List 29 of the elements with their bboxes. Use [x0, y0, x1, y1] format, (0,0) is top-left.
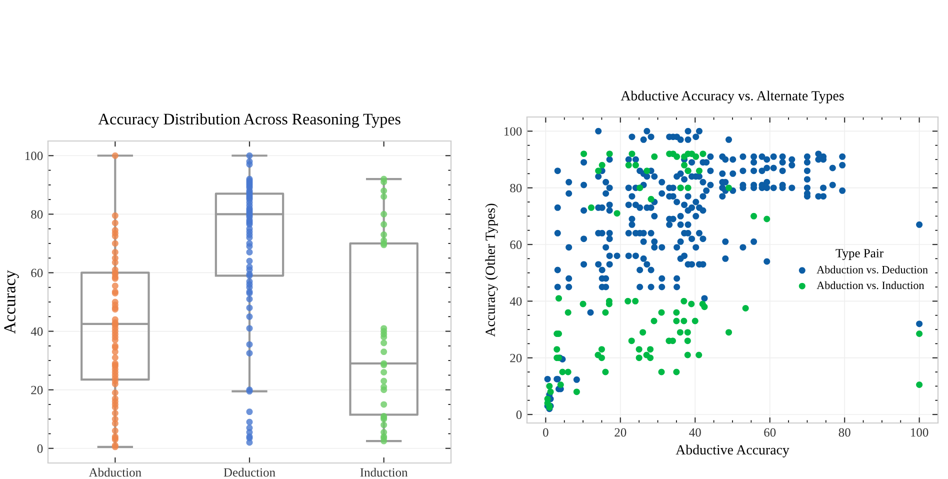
y-tick-label: 20	[31, 386, 43, 394]
y-tick-label: 100	[504, 127, 522, 136]
legend-title: Type Pair	[836, 249, 884, 260]
y-tick-label: 0	[37, 444, 43, 453]
x-tick-label: 20	[614, 428, 626, 437]
y-tick-label: 20	[510, 354, 522, 362]
legend-label: Abduction vs. Deduction	[816, 266, 928, 274]
y-tick-label: 80	[31, 210, 43, 219]
chart-title: Abductive Accuracy vs. Alternate Types	[620, 90, 844, 104]
legend-label: Abduction vs. Induction	[816, 281, 924, 290]
x-tick-label: Induction	[360, 468, 408, 477]
chart-title: Accuracy Distribution Across Reasoning Types	[98, 113, 400, 128]
x-tick-label: 40	[689, 428, 701, 437]
y-tick-label: 60	[510, 240, 522, 249]
x-axis-title: Abductive Accuracy	[676, 444, 790, 458]
x-tick-label: 100	[911, 428, 928, 437]
y-tick-label: 40	[510, 297, 522, 306]
x-tick-label: 60	[764, 428, 776, 437]
y-tick-label: 100	[25, 152, 43, 160]
y-tick-label: 0	[516, 410, 522, 419]
x-tick-label: 0	[543, 428, 548, 437]
y-axis-title: Accuracy	[4, 270, 19, 334]
x-tick-label: Deduction	[224, 468, 276, 477]
y-axis-title: Accuracy (Other Types)	[485, 204, 498, 337]
x-tick-label: Abduction	[88, 468, 142, 477]
y-tick-label: 40	[30, 327, 43, 336]
x-tick-label: 80	[838, 428, 850, 437]
y-tick-label: 60	[31, 268, 43, 278]
y-tick-label: 80	[510, 184, 522, 192]
